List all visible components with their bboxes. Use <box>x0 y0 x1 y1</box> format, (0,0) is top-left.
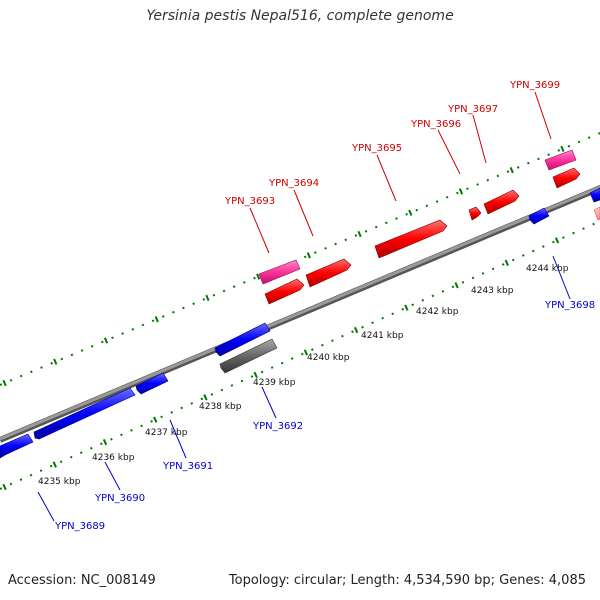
major-tick-upper <box>357 230 362 238</box>
gene-label-YPN_3690[interactable]: YPN_3690 <box>94 493 145 504</box>
scale-label: 4240 kbp <box>307 353 350 363</box>
scale-label: 4238 kbp <box>199 402 242 412</box>
scale-label: 4243 kbp <box>471 286 514 296</box>
scale-label: 4239 kbp <box>253 378 296 388</box>
gene-label-YPN_3689[interactable]: YPN_3689 <box>54 521 105 532</box>
major-tick-upper <box>256 273 261 280</box>
major-tick-lower <box>153 416 158 423</box>
leader-YPN_3693 <box>249 207 270 254</box>
leader-YPN_3690 <box>104 461 121 491</box>
gene-label-YPN_3696[interactable]: YPN_3696 <box>410 119 461 130</box>
major-tick-upper <box>154 316 159 323</box>
leader-YPN_3695 <box>376 154 397 202</box>
leader-YPN_3692 <box>261 386 277 419</box>
gene-edge-blue[interactable] <box>589 187 600 203</box>
accession-text: Accession: NC_008149 <box>8 573 156 588</box>
gene-YPN_3696[interactable] <box>468 206 482 221</box>
major-tick-lower <box>454 282 459 289</box>
gene-label-YPN_3694[interactable]: YPN_3694 <box>268 178 319 189</box>
gene-label-YPN_3691[interactable]: YPN_3691 <box>162 461 213 472</box>
gene-YPN_3695[interactable] <box>374 219 448 259</box>
gene-YPN_3698[interactable] <box>528 207 550 225</box>
gene-label-YPN_3692[interactable]: YPN_3692 <box>252 421 303 432</box>
gene-label-YPN_3693[interactable]: YPN_3693 <box>224 196 275 207</box>
major-tick-upper <box>509 167 514 174</box>
major-tick-lower <box>102 438 108 446</box>
scale-label: 4236 kbp <box>92 453 135 463</box>
map-title: Yersinia pestis Nepal516, complete genom… <box>146 8 454 24</box>
major-tick-lower <box>52 461 57 468</box>
gene-YPN_3699-b[interactable] <box>552 167 581 189</box>
major-tick-lower <box>253 371 258 379</box>
gene-YPN_3692[interactable] <box>219 338 278 374</box>
tick-track-lower <box>0 220 600 490</box>
gene-YPN_3690[interactable] <box>33 387 136 440</box>
major-tick-upper <box>408 209 413 216</box>
leader-YPN_3699 <box>534 91 552 140</box>
leader-YPN_3696 <box>437 129 461 175</box>
major-tick-lower <box>2 483 7 491</box>
gene-label-YPN_3697[interactable]: YPN_3697 <box>447 104 498 115</box>
scale-label: 4244 kbp <box>526 264 569 274</box>
major-tick-upper <box>205 294 210 302</box>
gene-label-YPN_3698[interactable]: YPN_3698 <box>544 300 595 311</box>
scale-label: 4235 kbp <box>38 477 81 487</box>
leader-YPN_3694 <box>293 189 314 237</box>
major-ticks <box>2 145 565 491</box>
major-tick-lower <box>303 349 309 356</box>
gene-YPN_3693[interactable] <box>258 259 301 285</box>
major-tick-upper <box>2 379 7 387</box>
tick-track-upper <box>0 132 600 386</box>
scale-label: 4241 kbp <box>361 331 404 341</box>
scale-label: 4237 kbp <box>145 428 188 438</box>
backbone <box>0 185 600 441</box>
major-tick-lower <box>504 259 509 266</box>
leader-YPN_3691 <box>169 419 187 459</box>
gene-YPN_3689[interactable] <box>0 433 34 459</box>
gene-YPN_3694[interactable] <box>305 258 352 288</box>
gene-YPN_3697[interactable] <box>483 189 520 215</box>
major-tick-upper <box>458 188 464 195</box>
major-tick-upper <box>103 337 109 344</box>
gene-YPN_3692-upper[interactable] <box>214 322 271 357</box>
gene-label-YPN_3695[interactable]: YPN_3695 <box>351 143 402 154</box>
major-tick-lower <box>354 326 359 334</box>
leader-YPN_3698 <box>552 255 571 300</box>
gene-label-YPN_3699[interactable]: YPN_3699 <box>509 80 560 91</box>
major-tick-lower <box>554 237 560 244</box>
scale-label: 4242 kbp <box>416 307 459 317</box>
gene-YPN_3691[interactable] <box>135 372 169 395</box>
major-tick-upper <box>53 358 58 365</box>
major-tick-upper <box>560 145 565 153</box>
leader-YPN_3697 <box>472 114 487 164</box>
major-tick-lower <box>203 394 208 401</box>
gene-YPN_3699[interactable] <box>544 149 577 171</box>
gene-edge-lightred[interactable] <box>593 206 600 221</box>
genome-summary: Topology: circular; Length: 4,534,590 bp… <box>228 573 586 588</box>
leader-YPN_3689 <box>37 491 55 522</box>
major-tick-lower <box>404 304 409 311</box>
gene-YPN_3693-b[interactable] <box>264 278 305 305</box>
major-tick-upper <box>306 252 311 259</box>
